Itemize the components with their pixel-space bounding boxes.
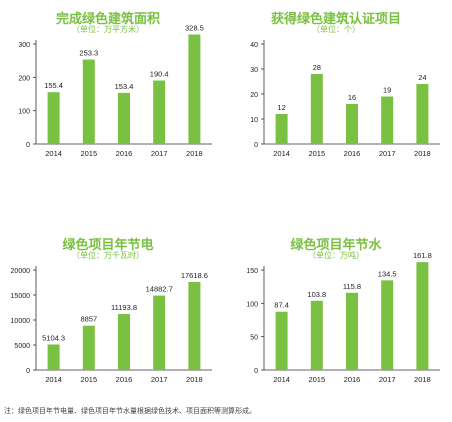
bar [275, 114, 288, 144]
bar [47, 92, 60, 144]
x-tick-label: 2017 [151, 375, 168, 384]
bar-value-label: 87.4 [274, 301, 289, 310]
x-tick-label: 2018 [186, 149, 203, 158]
bar-value-label: 153.4 [115, 82, 134, 91]
bar [47, 344, 60, 370]
chart-panel-electricity-saved: 绿色项目年节电 （单位：万千瓦时） 0 5000 10000 15000 20000 51… [0, 226, 216, 422]
y-tick-label: 20000 [11, 268, 31, 275]
chart-plot: 0 5000 10000 15000 20000 5104.3 2014 8857 2015 11… [11, 266, 212, 384]
chart-title: 绿色项目年节水 [290, 237, 382, 252]
x-tick-label: 2015 [308, 149, 325, 158]
chart-title: 获得绿色建筑认证项目 [270, 11, 401, 26]
bar [118, 314, 130, 370]
chart-unit: （单位：万吨） [308, 251, 364, 260]
bar-value-label: 328.5 [185, 24, 204, 33]
chart-unit: （单位：万平方米） [72, 25, 144, 34]
y-tick-label: 0 [26, 142, 30, 149]
bar-value-label: 24 [418, 73, 426, 82]
chart-panel-certified-projects: 获得绿色建筑认证项目 （单位：个） 0 10 20 30 40 12 2014 28 2015 1… [228, 0, 444, 196]
footnote: 注：绿色项目年节电量、绿色项目年节水量根据绿色技术、项目面积等测算形成。 [4, 408, 256, 415]
chart-plot: 0 10 20 30 40 12 2014 28 2015 16 2016 19 2017 24 2018 [250, 40, 440, 158]
y-tick-label: 10000 [11, 318, 31, 325]
bar [310, 300, 323, 370]
bar-value-label: 17618.6 [181, 271, 208, 280]
chart-plot: 0 50 100 150 87.4 2014 103.8 2015 115.8 2016 134.5… [246, 251, 440, 384]
bar [381, 280, 394, 370]
bar [346, 292, 358, 370]
bar [188, 34, 201, 144]
y-tick-label: 10 [250, 117, 258, 124]
y-tick-label: 40 [250, 42, 258, 49]
bar [82, 59, 95, 144]
y-tick-label: 30 [250, 67, 258, 74]
chart-panel-water-saved: 绿色项目年节水 （单位：万吨） 0 50 100 150 87.4 2014 103.8 20… [228, 226, 444, 422]
chart-title: 完成绿色建筑面积 [55, 11, 160, 26]
x-tick-label: 2018 [186, 375, 203, 384]
y-tick-label: 300 [18, 42, 30, 49]
bar [346, 104, 358, 144]
bar-value-label: 5104.3 [42, 333, 65, 342]
bar-value-label: 19 [383, 86, 391, 95]
y-tick-label: 5000 [14, 343, 30, 350]
y-tick-label: 50 [250, 335, 258, 342]
bar-value-label: 115.8 [343, 282, 361, 291]
x-tick-label: 2018 [414, 375, 431, 384]
bar [416, 84, 429, 144]
bar [310, 74, 323, 144]
x-tick-label: 2016 [116, 149, 133, 158]
x-tick-label: 2017 [379, 149, 396, 158]
bar [275, 311, 288, 370]
bar-value-label: 12 [277, 103, 285, 112]
bar-value-label: 14882.7 [146, 285, 173, 294]
y-tick-label: 100 [18, 109, 30, 116]
bar-value-label: 8857 [80, 315, 97, 324]
bar-value-label: 134.5 [378, 269, 397, 278]
y-tick-label: 150 [246, 268, 258, 275]
bar [153, 80, 166, 144]
bar-value-label: 16 [348, 93, 356, 102]
bar [188, 281, 201, 370]
x-tick-label: 2016 [344, 149, 361, 158]
bar-value-label: 11193.8 [111, 303, 137, 312]
x-tick-label: 2014 [273, 375, 290, 384]
bar-value-label: 190.4 [150, 70, 169, 79]
chart-unit: （单位：个） [312, 25, 360, 34]
x-tick-label: 2017 [151, 149, 168, 158]
bar-value-label: 103.8 [307, 290, 326, 299]
x-tick-label: 2015 [308, 375, 325, 384]
y-tick-label: 15000 [11, 293, 31, 300]
bar [153, 295, 166, 370]
y-tick-label: 0 [26, 368, 30, 375]
x-tick-label: 2015 [80, 375, 97, 384]
chart-title: 绿色项目年节电 [62, 237, 154, 252]
bar [381, 96, 394, 144]
x-tick-label: 2016 [344, 375, 361, 384]
chart-panel-green-building-area: 完成绿色建筑面积 （单位：万平方米） 0 100 200 300 155.4 2014 25… [0, 0, 216, 196]
x-tick-label: 2017 [379, 375, 396, 384]
x-tick-label: 2014 [273, 149, 290, 158]
bar-value-label: 28 [313, 63, 321, 72]
bar-value-label: 161.8 [413, 251, 432, 260]
x-tick-label: 2018 [414, 149, 431, 158]
bar [118, 92, 130, 144]
bar-value-label: 155.4 [44, 81, 63, 90]
y-tick-label: 0 [254, 368, 258, 375]
y-tick-label: 200 [18, 75, 30, 82]
y-tick-label: 20 [250, 92, 258, 99]
chart-unit: （单位：万千瓦时） [72, 251, 144, 260]
x-tick-label: 2016 [116, 375, 133, 384]
x-tick-label: 2014 [45, 149, 62, 158]
bar [416, 262, 429, 370]
x-tick-label: 2015 [80, 149, 97, 158]
y-tick-label: 100 [246, 301, 258, 308]
bar [82, 325, 95, 370]
chart-plot: 0 100 200 300 155.4 2014 253.3 2015 153.4 2016 190… [18, 24, 212, 158]
x-tick-label: 2014 [45, 375, 62, 384]
bar-value-label: 253.3 [79, 49, 98, 58]
y-tick-label: 0 [254, 142, 258, 149]
